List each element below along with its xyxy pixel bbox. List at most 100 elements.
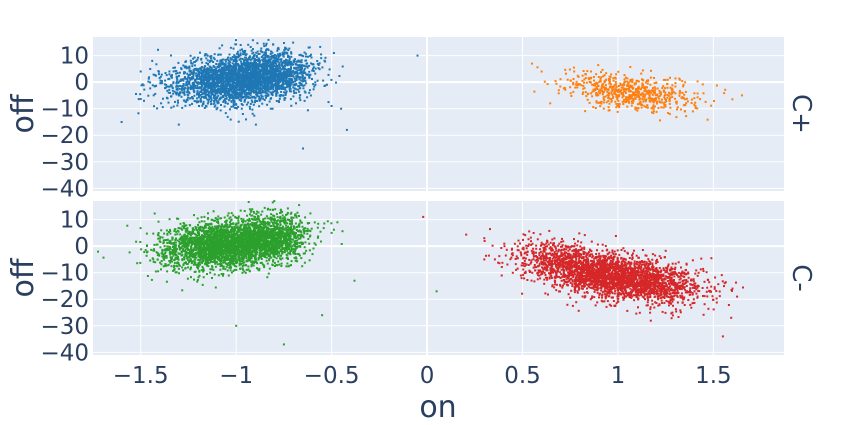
scatter-point <box>226 81 229 84</box>
scatter-point <box>669 106 672 109</box>
scatter-point <box>232 270 235 273</box>
scatter-point <box>256 64 259 67</box>
scatter-point <box>268 100 271 103</box>
scatter-point <box>207 95 210 98</box>
scatter-point <box>239 70 242 72</box>
scatter-point <box>213 95 215 97</box>
scatter-point <box>189 88 192 91</box>
scatter-point <box>237 70 240 73</box>
scatter-point <box>568 68 571 71</box>
scatter-point <box>258 97 261 100</box>
scatter-point <box>619 82 622 85</box>
scatter-point <box>280 58 283 61</box>
scatter-point <box>644 88 647 91</box>
scatter-point <box>247 91 250 94</box>
scatter-point <box>225 87 228 89</box>
scatter-point <box>225 95 228 97</box>
scatter-point <box>263 264 266 267</box>
scatter-point <box>235 95 238 98</box>
scatter-point <box>684 81 687 84</box>
scatter-point <box>215 72 218 74</box>
scatter-point <box>661 87 664 89</box>
scatter-point <box>174 100 176 103</box>
scatter-point <box>306 62 309 65</box>
scatter-point <box>652 104 655 107</box>
scatter-point <box>297 69 300 72</box>
scatter-point <box>240 62 243 65</box>
scatter-point <box>586 70 589 73</box>
scatter-point <box>214 98 217 101</box>
scatter-series-1-1 <box>120 38 419 150</box>
scatter-point <box>715 84 718 87</box>
scatter-point <box>206 235 209 238</box>
scatter-point <box>140 248 143 251</box>
scatter-point <box>280 77 283 79</box>
scatter-point <box>617 103 620 105</box>
scatter-point <box>626 99 628 102</box>
scatter-point <box>230 226 233 228</box>
scatter-point <box>256 94 259 97</box>
scatter-point <box>650 97 653 100</box>
scatter-point <box>255 66 258 69</box>
scatter-point <box>639 102 642 105</box>
scatter-point <box>198 274 201 277</box>
scatter-point <box>233 81 236 84</box>
scatter-point <box>233 63 236 66</box>
scatter-point <box>647 97 650 100</box>
scatter-point <box>182 85 185 88</box>
scatter-point <box>225 78 227 81</box>
scatter-point <box>288 77 291 80</box>
scatter-point <box>279 69 282 72</box>
scatter-point <box>240 107 243 110</box>
scatter-point <box>253 82 256 85</box>
scatter-point <box>212 90 215 93</box>
scatter-point <box>616 96 619 99</box>
scatter-point <box>229 80 232 83</box>
scatter-point <box>256 74 259 77</box>
scatter-point <box>326 83 328 86</box>
scatter-point <box>253 75 256 77</box>
scatter-point <box>192 254 194 257</box>
scatter-point <box>211 82 214 85</box>
scatter-point <box>210 57 212 60</box>
scatter-point <box>267 80 270 83</box>
scatter-point <box>271 94 274 97</box>
scatter-point <box>228 53 231 56</box>
scatter-point <box>247 85 250 88</box>
scatter-point <box>264 67 267 70</box>
scatter-point <box>284 71 287 74</box>
scatter-point <box>319 45 322 48</box>
scatter-point <box>254 61 257 64</box>
scatter-point <box>250 74 253 77</box>
scatter-point <box>222 259 225 262</box>
scatter-point <box>671 91 673 94</box>
scatter-point <box>572 83 575 86</box>
scatter-point <box>190 244 193 246</box>
scatter-point <box>173 90 176 93</box>
scatter-point <box>189 54 192 57</box>
scatter-point <box>312 66 315 69</box>
scatter-point <box>193 278 195 281</box>
scatter-point <box>259 262 262 264</box>
scatter-point <box>664 91 667 94</box>
scatter-point <box>265 92 268 95</box>
scatter-point <box>161 255 164 258</box>
scatter-point <box>269 72 272 75</box>
scatter-point <box>161 106 164 109</box>
scatter-point <box>263 64 266 67</box>
scatter-point <box>209 59 212 62</box>
scatter-point <box>305 73 308 76</box>
scatter-point <box>159 75 162 78</box>
scatter-point <box>238 93 241 96</box>
scatter-point <box>613 84 616 87</box>
scatter-point <box>576 83 579 86</box>
scatter-point <box>233 103 236 106</box>
scatter-point <box>189 84 192 87</box>
scatter-point <box>256 70 259 73</box>
y-tick-label: −20 <box>40 123 89 149</box>
scatter-point <box>243 62 246 64</box>
scatter-point <box>285 81 288 84</box>
scatter-point <box>557 92 560 95</box>
y-tick-label: 0 <box>74 70 89 96</box>
